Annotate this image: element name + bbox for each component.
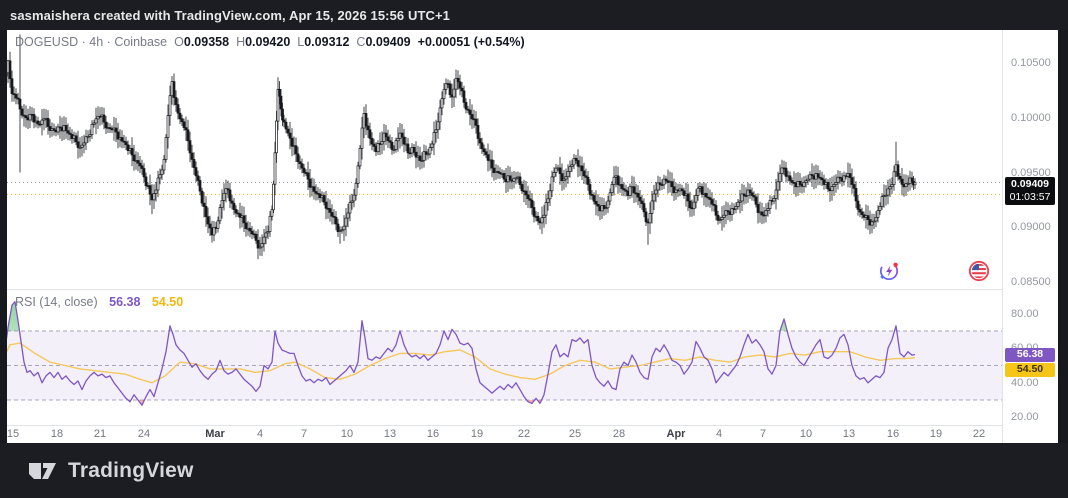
brand-bar: TradingView <box>0 443 1068 498</box>
rsi-legend[interactable]: RSI (14, close) 56.38 54.50 <box>15 295 183 309</box>
ohlc-value: 0.09358 <box>183 35 230 49</box>
ohlc-value: 0.09420 <box>245 35 291 49</box>
change-value: +0.00051 (+0.54%) <box>417 35 525 49</box>
time-tick-13: 13 <box>842 428 856 440</box>
last-price-value: 0.09409 <box>1011 178 1049 190</box>
symbol-legend[interactable]: DOGEUSD · 4h · Coinbase O0.09358 H0.09420 L… <box>15 35 525 49</box>
time-tick-22: 22 <box>517 428 531 440</box>
tradingview-logo: TradingView <box>28 458 194 484</box>
time-tick-25: 25 <box>568 428 582 440</box>
symbol-title[interactable]: DOGEUSD · 4h · Coinbase <box>15 35 168 49</box>
price-tick: 0.10500 <box>1011 57 1051 69</box>
price-axis-border <box>1002 30 1003 443</box>
time-tick-10: 10 <box>799 428 813 440</box>
time-tick-7: 7 <box>759 428 767 440</box>
time-tick-4: 4 <box>256 428 264 440</box>
time-tick-19: 19 <box>470 428 484 440</box>
ohlc-label: O <box>174 35 184 49</box>
time-tick-Mar: Mar <box>205 428 225 440</box>
time-axis[interactable]: 15 18 21 24 Mar 4 7 10 13 16 19 22 25 28 Apr 4 7 10 13 16 19… <box>7 426 1002 443</box>
time-tick-22: 22 <box>972 428 986 440</box>
time-tick-19: 19 <box>929 428 943 440</box>
time-tick-10: 10 <box>340 428 354 440</box>
time-tick-16: 16 <box>886 428 900 440</box>
rsi-title[interactable]: RSI (14, close) <box>15 295 98 309</box>
time-tick-18: 18 <box>50 428 64 440</box>
rsi-value-badge: 56.38 <box>1005 348 1055 362</box>
rsi-tick: 40.00 <box>1011 376 1039 389</box>
time-tick-21: 21 <box>93 428 107 440</box>
ohlc-label: H <box>236 35 246 49</box>
ohlc-value: 0.09409 <box>365 35 411 49</box>
last-price-badge: 0.09409 01:03:57 <box>1005 177 1055 205</box>
rsi-ma-value: 54.50 <box>151 295 184 309</box>
time-tick-13: 13 <box>383 428 397 440</box>
price-axis[interactable]: 0.10500 0.10000 0.09500 0.09000 0.08500 0.09… <box>1003 30 1058 443</box>
price-and-rsi-chart[interactable] <box>7 30 1002 443</box>
technicals-spark-icon[interactable] <box>877 259 901 283</box>
us-flag-event-icon[interactable] <box>968 260 992 284</box>
time-tick-Apr: Apr <box>666 428 686 440</box>
ohlc-values: O0.09358 H0.09420 L0.09312 C0.09409 <box>167 35 411 49</box>
ohlc-label: L <box>297 35 305 49</box>
chart-card[interactable]: DOGEUSD · 4h · Coinbase O0.09358 H0.09420 L… <box>7 30 1058 443</box>
ohlc-label: C <box>356 35 366 49</box>
watermark-text: sasmaishera created with TradingView.com… <box>10 7 451 23</box>
time-tick-7: 7 <box>300 428 308 440</box>
price-tick: 0.08500 <box>1011 276 1051 288</box>
ohlc-value: 0.09312 <box>304 35 350 49</box>
tradingview-logo-text: TradingView <box>68 458 194 482</box>
price-tick: 0.10000 <box>1011 111 1051 124</box>
rsi-tick: 80.00 <box>1011 307 1039 320</box>
rsi-value: 56.38 <box>109 295 141 309</box>
rsi-tick: 20.00 <box>1011 411 1039 424</box>
rsi-ma-value-badge: 54.50 <box>1005 363 1055 377</box>
time-tick-28: 28 <box>612 428 626 440</box>
tradingview-logo-icon <box>29 462 56 479</box>
time-tick-24: 24 <box>137 428 151 440</box>
time-tick-16: 16 <box>426 428 440 440</box>
watermark-bar: sasmaishera created with TradingView.com… <box>0 0 1068 30</box>
pane-divider[interactable] <box>7 289 1058 290</box>
time-tick-15: 15 <box>7 428 20 440</box>
time-axis-divider <box>7 425 1058 426</box>
price-tick: 0.09000 <box>1011 221 1051 234</box>
time-tick-4: 4 <box>715 428 723 440</box>
price-tick: 0.09500 <box>1011 166 1051 179</box>
bar-countdown: 01:03:57 <box>1009 191 1051 203</box>
